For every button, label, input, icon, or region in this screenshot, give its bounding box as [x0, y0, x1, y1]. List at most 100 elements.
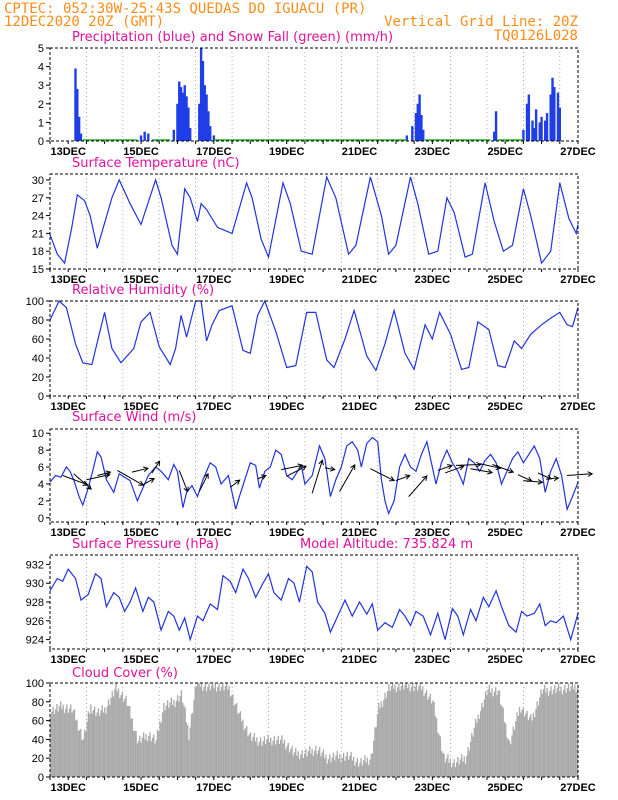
cloud-bar — [226, 683, 228, 777]
cloud-bar — [176, 695, 179, 777]
precip-bar — [172, 129, 176, 141]
cloud-bar — [476, 722, 478, 777]
cloud-bar — [491, 688, 493, 777]
cloud-bar — [413, 690, 415, 777]
cloud-bar — [185, 722, 188, 777]
cloud-bar — [361, 765, 364, 777]
cloud-bar — [237, 714, 239, 777]
cloud-bar — [266, 739, 268, 777]
precip-bar — [558, 107, 561, 141]
rh-xtick-label: 25DEC — [487, 401, 523, 413]
wind-arrowhead — [537, 479, 544, 485]
precip-bar — [205, 94, 208, 141]
wind-ytick-label: 6 — [38, 462, 44, 474]
cloud-bar — [537, 705, 540, 777]
cloud-bar — [477, 714, 479, 777]
pressure-subtitle: Model Altitude: 735.824 m — [300, 537, 473, 552]
cloud-bar — [435, 718, 438, 777]
cloud-bar — [305, 748, 307, 777]
cloud-bar — [376, 714, 379, 777]
cloud-bar — [575, 692, 577, 777]
cloud-bar — [285, 749, 287, 777]
cloud-bar — [291, 746, 293, 777]
cloud-bar — [117, 688, 120, 777]
cloud-bar — [281, 735, 283, 777]
precip-bar — [420, 114, 423, 141]
cloud-bar — [314, 750, 316, 777]
wind-vector — [131, 467, 149, 473]
cloud-bar — [203, 686, 205, 777]
cloud-bar — [198, 683, 200, 777]
cloud-bar — [398, 683, 400, 777]
rh-title: Relative Humidity (%) — [72, 283, 214, 298]
header-gridline: Vertical Grid Line: 20Z — [384, 14, 578, 30]
cloud-bar — [528, 717, 531, 777]
cloud-bar — [566, 688, 568, 777]
cloud-bar — [464, 763, 467, 777]
temp-title: Surface Temperature (nC) — [72, 156, 240, 171]
precip-bar — [556, 92, 560, 141]
cloud-bar — [458, 764, 460, 777]
cloud-bar — [227, 689, 229, 777]
wind-arrowhead — [183, 486, 189, 493]
wind-vector — [281, 464, 303, 471]
cloud-bar — [78, 729, 81, 777]
cloud-bar — [429, 693, 431, 777]
cloud-bar — [57, 711, 59, 777]
cloud-bar — [252, 737, 254, 777]
wind-arrowhead — [389, 476, 396, 482]
cloud-bar — [160, 722, 162, 777]
cloud-bar — [469, 741, 472, 777]
precip-bar — [79, 133, 83, 141]
cloud-bar — [308, 746, 311, 777]
cloud-bar — [517, 715, 519, 777]
cloud-bar — [212, 683, 214, 777]
precip-ytick-label: 3 — [38, 80, 44, 92]
wind-arrowhead — [138, 480, 145, 486]
cloud-bar — [452, 763, 454, 777]
cloud-bar — [417, 690, 419, 777]
cloud-bar — [451, 767, 453, 777]
cloud-bar — [479, 710, 482, 777]
cloud-bar — [94, 706, 96, 777]
precip-xtick-label: 19DEC — [269, 146, 305, 158]
cloud-bar — [472, 736, 474, 777]
cloud-bar — [62, 704, 64, 777]
cloud-bar — [204, 683, 206, 777]
cloud-bar — [454, 767, 457, 777]
cloud-bar — [276, 740, 278, 777]
cloud-bar — [493, 691, 496, 777]
cloud-bar — [110, 697, 112, 777]
pressure-ytick-label: 926 — [26, 616, 44, 628]
wind-arrowhead — [487, 469, 494, 475]
temp-ytick-label: 18 — [32, 246, 44, 258]
wind-vector — [339, 464, 356, 492]
cloud-bar — [340, 761, 342, 777]
precip-bar — [553, 87, 556, 141]
cloud-bar — [141, 737, 144, 777]
cloud-bar — [432, 700, 434, 777]
cloud-bar — [193, 699, 195, 777]
cloud-bar — [344, 760, 346, 777]
cloud-bar — [546, 687, 548, 777]
cloud-bar — [535, 709, 537, 777]
cloud-bar — [68, 708, 71, 777]
cloud-bar — [449, 758, 452, 777]
precip-bar — [179, 87, 183, 141]
cloud-bar — [527, 720, 530, 777]
cloud-bar — [166, 700, 169, 777]
cloud-bar — [218, 683, 220, 777]
cloud-bar — [501, 706, 503, 777]
cloud-bar — [576, 687, 579, 777]
precip-bar — [201, 61, 205, 141]
cloud-bar — [346, 751, 348, 777]
cloud-bar — [526, 710, 528, 777]
cloud-bar — [189, 727, 191, 777]
precip-frame — [49, 47, 579, 142]
cloud-bar — [379, 708, 381, 777]
wind-arrowhead — [587, 471, 594, 477]
cloud-bar — [316, 753, 318, 777]
wind-xtick-label: 13DEC — [50, 527, 86, 539]
cloud-bar — [442, 752, 444, 777]
cloud-bar — [512, 726, 514, 777]
